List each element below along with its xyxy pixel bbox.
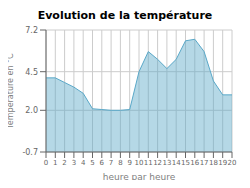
svg-text:16: 16 [190,159,199,167]
svg-text:6: 6 [100,159,105,167]
svg-text:4: 4 [81,159,86,167]
svg-text:7: 7 [109,159,113,167]
svg-text:12: 12 [153,159,162,167]
svg-text:17: 17 [200,159,209,167]
svg-text:2.0: 2.0 [25,106,38,115]
svg-text:2: 2 [62,159,66,167]
svg-text:0: 0 [44,159,48,167]
svg-text:19: 19 [218,159,227,167]
svg-text:13: 13 [162,159,171,167]
svg-text:9: 9 [127,159,131,167]
svg-text:20: 20 [228,159,237,167]
svg-text:5: 5 [90,159,94,167]
svg-text:18: 18 [209,159,218,167]
svg-text:-0.7: -0.7 [22,148,38,157]
svg-text:Température en °C: Température en °C [8,53,15,130]
svg-text:15: 15 [181,159,190,167]
svg-text:7.2: 7.2 [25,26,38,35]
svg-text:4.5: 4.5 [25,68,38,77]
svg-text:heure par heure: heure par heure [103,172,176,180]
svg-text:10: 10 [135,159,144,167]
svg-text:11: 11 [144,159,153,167]
svg-text:8: 8 [118,159,122,167]
svg-text:14: 14 [172,159,181,167]
svg-text:3: 3 [72,159,76,167]
html-text:Evolution de la température: Evolution de la température [37,9,213,22]
svg-text:1: 1 [53,159,57,167]
